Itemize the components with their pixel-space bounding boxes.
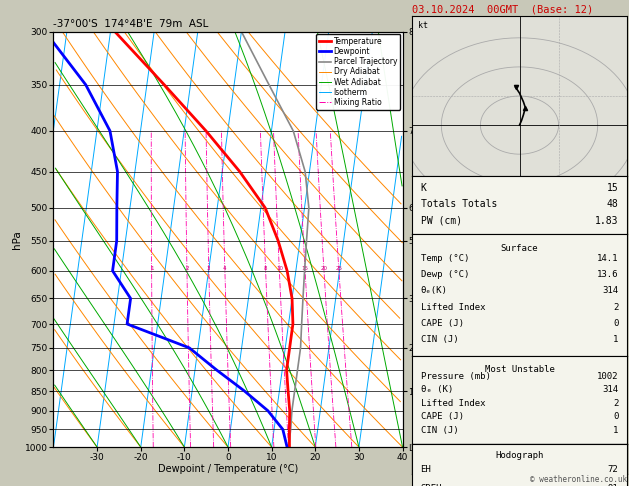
Text: 0: 0 [613,413,618,421]
Text: 314: 314 [603,286,618,295]
Text: 1: 1 [150,266,153,271]
Y-axis label: km
ASL: km ASL [426,231,445,247]
Text: 314: 314 [603,385,618,394]
Text: 1.83: 1.83 [595,216,618,226]
Text: 2: 2 [613,303,618,312]
Text: Hodograph: Hodograph [495,446,543,455]
Text: 8: 8 [264,266,267,271]
Text: 91: 91 [608,484,618,486]
Text: Totals Totals: Totals Totals [421,199,497,209]
Text: 48: 48 [606,199,618,209]
Text: Lifted Index: Lifted Index [421,303,485,312]
Text: CAPE (J): CAPE (J) [421,413,464,421]
Text: Hodograph: Hodograph [495,449,543,457]
Text: CIN (J): CIN (J) [421,335,458,344]
Text: 14.1: 14.1 [597,254,618,263]
Text: kt: kt [418,21,428,30]
Text: Surface: Surface [501,244,538,253]
Text: K: K [421,183,426,192]
Text: Dewp (°C): Dewp (°C) [421,270,469,279]
Text: θₑ (K): θₑ (K) [421,385,453,394]
Text: 1: 1 [613,335,618,344]
Text: Pressure (mb): Pressure (mb) [421,372,491,381]
Text: 2: 2 [185,266,189,271]
Y-axis label: hPa: hPa [12,230,22,249]
Text: CIN (J): CIN (J) [421,426,458,435]
Text: 4: 4 [223,266,226,271]
Text: PW (cm): PW (cm) [421,216,462,226]
Text: 20: 20 [320,266,328,271]
Text: Temp (°C): Temp (°C) [421,254,469,263]
Text: 2: 2 [613,399,618,408]
Text: Most Unstable: Most Unstable [484,365,554,374]
Text: 10: 10 [276,266,283,271]
Text: Hodograph: Hodograph [495,451,543,460]
Text: SREH: SREH [421,484,442,486]
Text: 0: 0 [613,319,618,328]
Text: 3: 3 [207,266,211,271]
Text: -37°00'S  174°4B'E  79m  ASL: -37°00'S 174°4B'E 79m ASL [53,19,209,30]
Text: 25: 25 [335,266,342,271]
Text: 1: 1 [613,426,618,435]
Text: 72: 72 [608,466,618,474]
Text: θₑ(K): θₑ(K) [421,286,447,295]
Text: 03.10.2024  00GMT  (Base: 12): 03.10.2024 00GMT (Base: 12) [412,4,593,14]
Legend: Temperature, Dewpoint, Parcel Trajectory, Dry Adiabat, Wet Adiabat, Isotherm, Mi: Temperature, Dewpoint, Parcel Trajectory… [316,34,400,110]
Text: 15: 15 [606,183,618,192]
Text: 15: 15 [302,266,309,271]
Text: EH: EH [421,466,431,474]
X-axis label: Dewpoint / Temperature (°C): Dewpoint / Temperature (°C) [158,465,298,474]
Text: 13.6: 13.6 [597,270,618,279]
Text: 1002: 1002 [597,372,618,381]
Text: Lifted Index: Lifted Index [421,399,485,408]
Text: CAPE (J): CAPE (J) [421,319,464,328]
Text: © weatheronline.co.uk: © weatheronline.co.uk [530,475,627,484]
